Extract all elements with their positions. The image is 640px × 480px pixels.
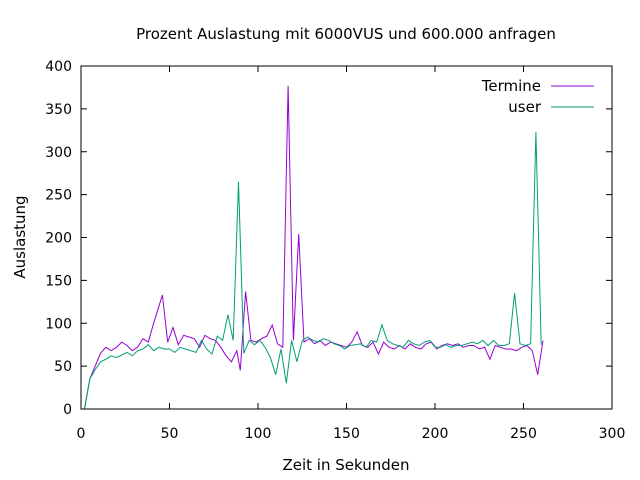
- tick-layer: 0 50 100 150 200 250 300 350 400 0 50 100 150 200 250 3…: [45, 59, 625, 442]
- legend-label-user: user: [508, 98, 542, 116]
- x-tick-label: 250: [510, 426, 537, 442]
- x-tick-label: 0: [77, 426, 86, 442]
- y-tick-label: 50: [54, 359, 72, 375]
- y-axis-label: Auslastung: [11, 195, 29, 278]
- legend-label-termine: Termine: [481, 77, 541, 95]
- y-tick-label: 350: [45, 102, 72, 118]
- legend: Termine user: [481, 77, 594, 116]
- x-tick-label: 150: [333, 426, 360, 442]
- series-line-termine: [84, 85, 544, 410]
- x-tick-label: 100: [245, 426, 272, 442]
- y-tick-label: 200: [45, 231, 72, 247]
- y-tick-label: 100: [45, 316, 72, 332]
- series-line-user: [84, 131, 542, 410]
- x-axis-label: Zeit in Sekunden: [282, 456, 409, 474]
- y-tick-label: 400: [45, 59, 72, 75]
- y-tick-label: 150: [45, 273, 72, 289]
- y-tick-label: 0: [63, 402, 72, 418]
- chart-title: Prozent Auslastung mit 6000VUS und 600.0…: [136, 25, 556, 43]
- x-tick-label: 200: [422, 426, 449, 442]
- x-tick-label: 50: [161, 426, 179, 442]
- series-layer: [84, 85, 544, 410]
- y-tick-label: 250: [45, 188, 72, 204]
- y-tick-label: 300: [45, 145, 72, 161]
- plot-frame: [80, 65, 613, 410]
- x-tick-label: 300: [599, 426, 626, 442]
